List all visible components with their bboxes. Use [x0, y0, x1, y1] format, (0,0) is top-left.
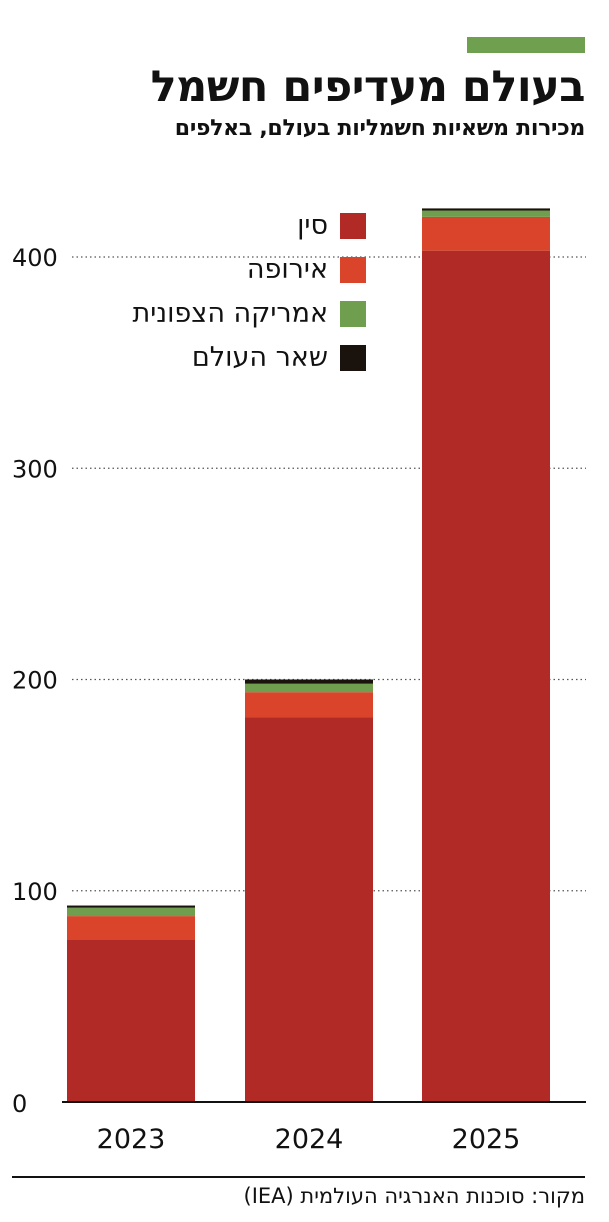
legend-label-europe: אירופה — [246, 254, 328, 285]
legend-item-north-america: אמריקה הצפונית — [132, 292, 366, 336]
source-note: מקור: סוכנות האנרגיה העולמית (IEA) — [243, 1184, 586, 1208]
legend-label-north-america: אמריקה הצפונית — [132, 298, 328, 329]
bar-segment-2023-3 — [67, 905, 195, 908]
bar-segment-2025-1 — [422, 216, 550, 251]
legend-swatch-europe — [340, 257, 366, 283]
legend-item-rest-of-world: שאר העולם — [132, 336, 366, 380]
x-tick-label-2023: 2023 — [97, 1124, 166, 1155]
bar-segment-2024-3 — [245, 679, 373, 684]
bar-segment-2024-0 — [245, 717, 373, 1102]
y-tick-label-200: 200 — [12, 667, 58, 695]
bar-segment-2025-2 — [422, 210, 550, 217]
y-tick-label-400: 400 — [12, 244, 58, 272]
legend-label-china: סין — [297, 210, 328, 241]
legend-item-china: סין — [132, 204, 366, 248]
chart-title: בעולם מעדיפים חשמל — [150, 62, 586, 112]
legend-swatch-north-america — [340, 301, 366, 327]
legend-label-rest-of-world: שאר העולם — [191, 342, 328, 373]
legend-item-europe: אירופה — [132, 248, 366, 292]
bar-segment-2023-0 — [67, 939, 195, 1102]
chart-legend: סין אירופה אמריקה הצפונית שאר העולם — [132, 204, 366, 380]
y-tick-label-100: 100 — [12, 878, 58, 906]
x-tick-label-2024: 2024 — [275, 1124, 344, 1155]
bar-segment-2025-0 — [422, 250, 550, 1103]
y-tick-label-0: 0 — [12, 1090, 27, 1118]
bar-segment-2023-1 — [67, 916, 195, 940]
bar-segment-2025-3 — [422, 208, 550, 211]
chart-subtitle: מכירות משאיות חשמליות בעולם, באלפים — [174, 116, 586, 141]
accent-bar — [467, 37, 585, 53]
legend-swatch-china — [340, 213, 366, 239]
x-tick-label-2025: 2025 — [452, 1124, 521, 1155]
bar-segment-2024-1 — [245, 692, 373, 718]
stacked-bar-chart: 0 100 200 300 400 2023 2024 2025 — [12, 208, 586, 1155]
y-tick-label-300: 300 — [12, 455, 58, 483]
legend-swatch-rest-of-world — [340, 345, 366, 371]
footer-divider — [12, 1176, 585, 1178]
bar-segment-2024-2 — [245, 683, 373, 693]
bar-segment-2023-2 — [67, 907, 195, 917]
